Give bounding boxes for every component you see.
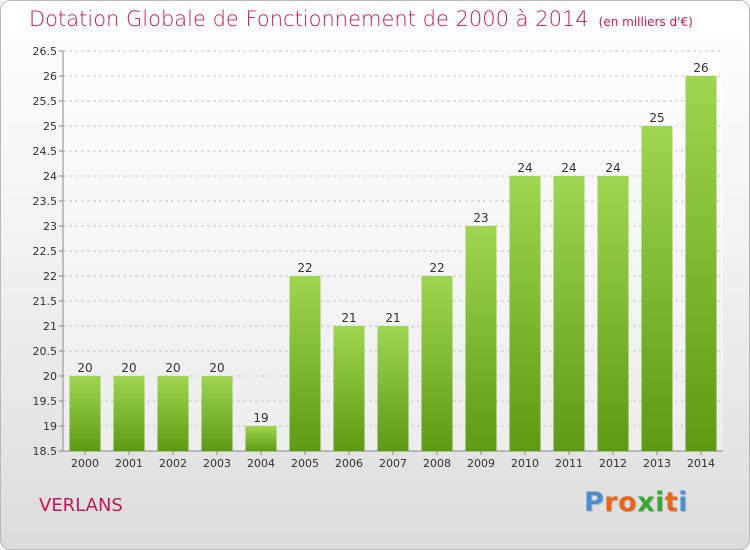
logo-letter: r bbox=[604, 487, 619, 518]
bar-value-label: 21 bbox=[341, 311, 356, 325]
logo-letter: t bbox=[664, 487, 679, 518]
y-tick-label: 25 bbox=[43, 120, 57, 133]
y-tick-label: 24 bbox=[43, 170, 57, 183]
bar bbox=[377, 326, 409, 451]
bar-value-label: 20 bbox=[77, 361, 92, 375]
x-tick-label: 2002 bbox=[159, 457, 187, 470]
bar-value-label: 20 bbox=[165, 361, 180, 375]
x-tick-label: 2014 bbox=[687, 457, 715, 470]
bar-value-label: 24 bbox=[605, 161, 620, 175]
y-tick-label: 23 bbox=[43, 220, 57, 233]
logo-letter: o bbox=[618, 487, 638, 518]
bar-value-label: 20 bbox=[209, 361, 224, 375]
bar-value-label: 24 bbox=[561, 161, 576, 175]
x-tick-label: 2010 bbox=[511, 457, 539, 470]
y-tick-label: 24.5 bbox=[33, 145, 58, 158]
y-tick-label: 21 bbox=[43, 320, 57, 333]
y-tick-label: 26.5 bbox=[33, 45, 58, 58]
bar-value-label: 22 bbox=[429, 261, 444, 275]
bar-value-label: 25 bbox=[649, 111, 664, 125]
bar-value-label: 26 bbox=[693, 61, 708, 75]
bar bbox=[245, 426, 277, 451]
x-tick-label: 2004 bbox=[247, 457, 275, 470]
y-tick-label: 20.5 bbox=[33, 345, 58, 358]
bar-value-label: 22 bbox=[297, 261, 312, 275]
bar bbox=[553, 176, 585, 451]
bar bbox=[421, 276, 453, 451]
x-tick-label: 2005 bbox=[291, 457, 319, 470]
bar-value-label: 21 bbox=[385, 311, 400, 325]
y-tick-label: 18.5 bbox=[33, 445, 58, 458]
bar bbox=[685, 76, 717, 451]
x-tick-label: 2012 bbox=[599, 457, 627, 470]
y-tick-label: 21.5 bbox=[33, 295, 58, 308]
x-tick-label: 2001 bbox=[115, 457, 143, 470]
bar bbox=[641, 126, 673, 451]
y-tick-label: 22.5 bbox=[33, 245, 58, 258]
proxiti-logo: Proxiti bbox=[584, 487, 688, 518]
chart-title-block: Dotation Globale de Fonctionnement de 20… bbox=[29, 7, 693, 31]
y-tick-label: 23.5 bbox=[33, 195, 58, 208]
y-tick-label: 25.5 bbox=[33, 95, 58, 108]
bar bbox=[597, 176, 629, 451]
bar-value-label: 24 bbox=[517, 161, 532, 175]
bar bbox=[201, 376, 233, 451]
y-tick-label: 20 bbox=[43, 370, 57, 383]
x-tick-label: 2011 bbox=[555, 457, 583, 470]
y-tick-label: 22 bbox=[43, 270, 57, 283]
bar bbox=[157, 376, 189, 451]
commune-name: VERLANS bbox=[39, 495, 123, 516]
bar-value-label: 19 bbox=[253, 411, 268, 425]
x-tick-label: 2007 bbox=[379, 457, 407, 470]
bar-value-label: 23 bbox=[473, 211, 488, 225]
x-tick-label: 2003 bbox=[203, 457, 231, 470]
y-tick-label: 26 bbox=[43, 70, 57, 83]
bar bbox=[509, 176, 541, 451]
chart-unit-note: (en milliers d'€) bbox=[598, 15, 693, 29]
bar bbox=[69, 376, 101, 451]
x-tick-label: 2009 bbox=[467, 457, 495, 470]
bar bbox=[289, 276, 321, 451]
logo-letter: i bbox=[678, 487, 689, 518]
logo-letter: P bbox=[584, 487, 605, 518]
x-tick-label: 2008 bbox=[423, 457, 451, 470]
y-tick-label: 19 bbox=[43, 420, 57, 433]
bar bbox=[333, 326, 365, 451]
y-tick-label: 19.5 bbox=[33, 395, 58, 408]
bar bbox=[465, 226, 497, 451]
logo-letter: x bbox=[637, 487, 656, 518]
x-tick-label: 2006 bbox=[335, 457, 363, 470]
logo-letter: i bbox=[655, 487, 665, 518]
x-tick-label: 2000 bbox=[71, 457, 99, 470]
x-tick-label: 2013 bbox=[643, 457, 671, 470]
chart-title: Dotation Globale de Fonctionnement de 20… bbox=[29, 7, 589, 31]
bar bbox=[113, 376, 145, 451]
bar-value-label: 20 bbox=[121, 361, 136, 375]
